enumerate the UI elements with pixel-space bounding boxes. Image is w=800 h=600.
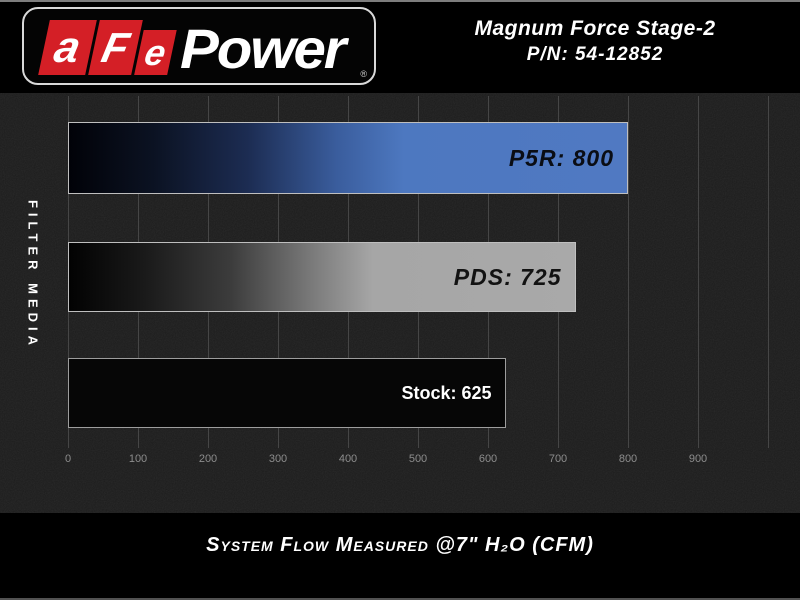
- logo-red-tiles: a F e: [38, 20, 179, 75]
- logo-tile-e: e: [134, 30, 177, 75]
- header: a F e Power ® Magnum Force Stage-2 P/N: …: [0, 0, 800, 93]
- bar-p5r: P5R: 800: [68, 122, 628, 194]
- x-tick-200: 200: [198, 453, 218, 465]
- logo-letter-f: F: [97, 23, 134, 71]
- product-title: Magnum Force Stage-2: [474, 17, 716, 40]
- afe-power-logo: a F e Power ®: [22, 7, 376, 85]
- x-tick-700: 700: [548, 453, 568, 465]
- x-tick-100: 100: [128, 453, 148, 465]
- x-axis-caption: System Flow Measured @7" H₂O (CFM): [206, 534, 594, 556]
- gridline-x-800: [628, 96, 629, 448]
- logo-tile-f: F: [88, 20, 143, 75]
- bar-pds: PDS: 725: [68, 242, 576, 312]
- bar-value-label-p5r: P5R: 800: [508, 144, 614, 171]
- x-tick-800: 800: [618, 453, 638, 465]
- plot-area: FILTER MEDIA P5R: 800 PDS: 725 Stock: 625 …: [0, 93, 800, 513]
- chart-header-title: Magnum Force Stage-2 P/N: 54-12852: [420, 17, 770, 66]
- logo-letter-a: a: [50, 22, 86, 72]
- footer: System Flow Measured @7" H₂O (CFM): [0, 513, 800, 600]
- gridline-x-1000: [768, 96, 769, 448]
- registered-trademark-icon: ®: [360, 69, 367, 79]
- x-tick-400: 400: [338, 453, 358, 465]
- bar-value-label-stock: Stock: 625: [401, 382, 492, 403]
- x-tick-500: 500: [408, 453, 428, 465]
- gridline-x-900: [698, 96, 699, 448]
- part-number: P/N: 54-12852: [526, 44, 664, 65]
- x-tick-600: 600: [478, 453, 498, 465]
- x-tick-0: 0: [64, 453, 72, 465]
- logo-brand-text: Power: [180, 17, 346, 81]
- y-axis-title: FILTER MEDIA: [25, 199, 41, 351]
- top-edge-line: [0, 0, 800, 2]
- bar-stock: Stock: 625: [68, 358, 506, 428]
- bar-value-label-pds: PDS: 725: [453, 263, 562, 290]
- bottom-edge-line: [0, 598, 800, 600]
- x-tick-900: 900: [688, 453, 708, 465]
- x-tick-300: 300: [268, 453, 288, 465]
- logo-letter-e: e: [141, 31, 170, 73]
- logo-tile-a: a: [38, 20, 97, 75]
